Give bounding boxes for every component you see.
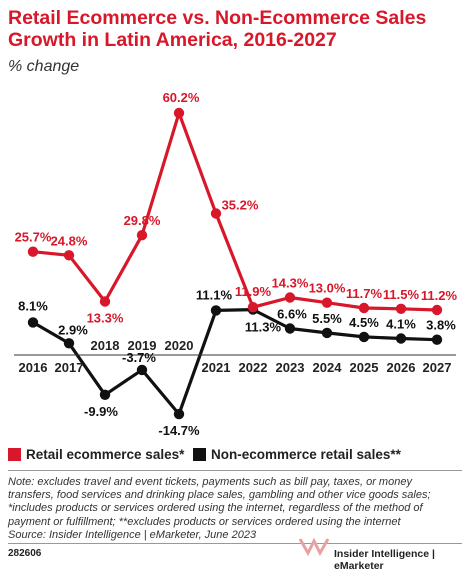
legend-item-non-ecommerce: Non-ecommerce retail sales**	[193, 447, 401, 462]
x-tick-label-2021: 2021	[202, 360, 231, 375]
data-point-0-10	[395, 303, 407, 314]
x-tick-label-2020: 2020	[165, 338, 194, 353]
brand-text: Insider Intelligence | eMarketer	[334, 548, 435, 572]
x-tick-label-2026: 2026	[387, 360, 416, 375]
x-tick-label-2019: 2019	[128, 338, 157, 353]
data-label-1-3: -3.7%	[122, 350, 156, 365]
chart-title: Retail Ecommerce vs. Non-Ecommerce Sales…	[8, 7, 427, 51]
x-tick-label-2025: 2025	[350, 360, 379, 375]
data-point-0-2	[99, 296, 111, 307]
data-label-0-8: 13.0%	[309, 281, 346, 296]
data-label-1-8: 5.5%	[312, 311, 342, 326]
data-label-0-10: 11.5%	[383, 287, 420, 302]
data-point-1-9	[358, 331, 370, 343]
data-label-0-1: 24.8%	[51, 233, 88, 248]
data-label-1-4: -14.7%	[158, 423, 200, 438]
legend-label-non-ecommerce: Non-ecommerce retail sales**	[211, 447, 401, 462]
data-label-0-9: 11.7%	[346, 286, 383, 301]
divider-bottom	[8, 543, 462, 544]
x-tick-label-2017: 2017	[55, 360, 84, 375]
x-tick-label-2018: 2018	[91, 338, 120, 353]
data-label-1-6: 11.3%	[245, 320, 282, 335]
x-tick-label-2027: 2027	[423, 360, 452, 375]
data-label-1-0: 8.1%	[18, 298, 48, 313]
series-line-1	[32, 308, 438, 416]
data-label-0-6: 11.9%	[235, 284, 272, 299]
data-label-0-11: 11.2%	[421, 288, 458, 303]
x-tick-label-2023: 2023	[276, 360, 305, 375]
line-chart: 2016 2017 2018 2019 2020 2021 2022 2023 2024 2025…	[14, 90, 458, 438]
data-label-1-9: 4.5%	[349, 315, 379, 330]
legend-swatch-non-ecommerce	[193, 448, 206, 461]
data-label-1-7: 6.6%	[277, 307, 307, 322]
data-point-0-6	[247, 302, 259, 313]
footnote: Note: excludes travel and event tickets,…	[8, 476, 460, 542]
legend-item-ecommerce: Retail ecommerce sales*	[8, 447, 184, 462]
data-point-1-0	[27, 317, 39, 328]
data-label-1-10: 4.1%	[386, 317, 416, 332]
data-point-1-4	[173, 408, 185, 420]
data-point-0-1	[63, 250, 75, 261]
data-point-0-11	[431, 304, 443, 316]
data-point-1-2	[99, 389, 111, 400]
data-point-0-8	[321, 297, 333, 308]
data-label-1-5: 11.1%	[196, 287, 233, 302]
data-point-1-5	[210, 305, 222, 316]
data-label-1-11: 3.8%	[426, 318, 456, 333]
data-label-0-0: 25.7%	[15, 230, 52, 245]
series-line-0	[32, 111, 438, 312]
data-point-1-8	[321, 327, 333, 339]
data-point-1-11	[431, 334, 443, 345]
x-tick-label-2016: 2016	[19, 360, 48, 375]
data-point-0-5	[210, 208, 222, 219]
chart-id: 282606	[8, 548, 42, 559]
data-point-1-10	[395, 333, 407, 344]
divider-top	[8, 470, 462, 471]
brand-logo-mark	[298, 537, 330, 557]
data-label-0-3: 29.8%	[124, 213, 161, 228]
x-tick-label-2024: 2024	[313, 360, 343, 375]
legend-label-ecommerce: Retail ecommerce sales*	[26, 447, 185, 462]
data-label-1-2: -9.9%	[84, 404, 118, 419]
chart-subtitle: % change	[8, 58, 80, 75]
data-point-1-3	[136, 364, 148, 376]
data-point-1-1	[63, 338, 75, 349]
data-label-1-1: 2.9%	[58, 322, 88, 337]
data-label-0-5: 35.2%	[222, 198, 259, 213]
data-label-0-4: 60.2%	[163, 90, 200, 105]
x-tick-label-2022: 2022	[239, 360, 268, 375]
footnote-text: Note: excludes travel and event tickets,…	[8, 476, 431, 528]
data-label-0-2: 13.3%	[87, 311, 124, 326]
data-label-0-7: 14.3%	[272, 276, 309, 291]
data-point-0-7	[284, 292, 296, 303]
data-point-1-7	[284, 323, 296, 334]
data-point-0-0	[27, 246, 39, 257]
source-text: Source: Insider Intelligence | eMarketer…	[8, 528, 257, 541]
data-point-0-9	[358, 302, 370, 314]
legend-swatch-ecommerce	[8, 448, 21, 461]
data-point-0-3	[136, 230, 148, 241]
data-point-0-4	[173, 107, 185, 119]
